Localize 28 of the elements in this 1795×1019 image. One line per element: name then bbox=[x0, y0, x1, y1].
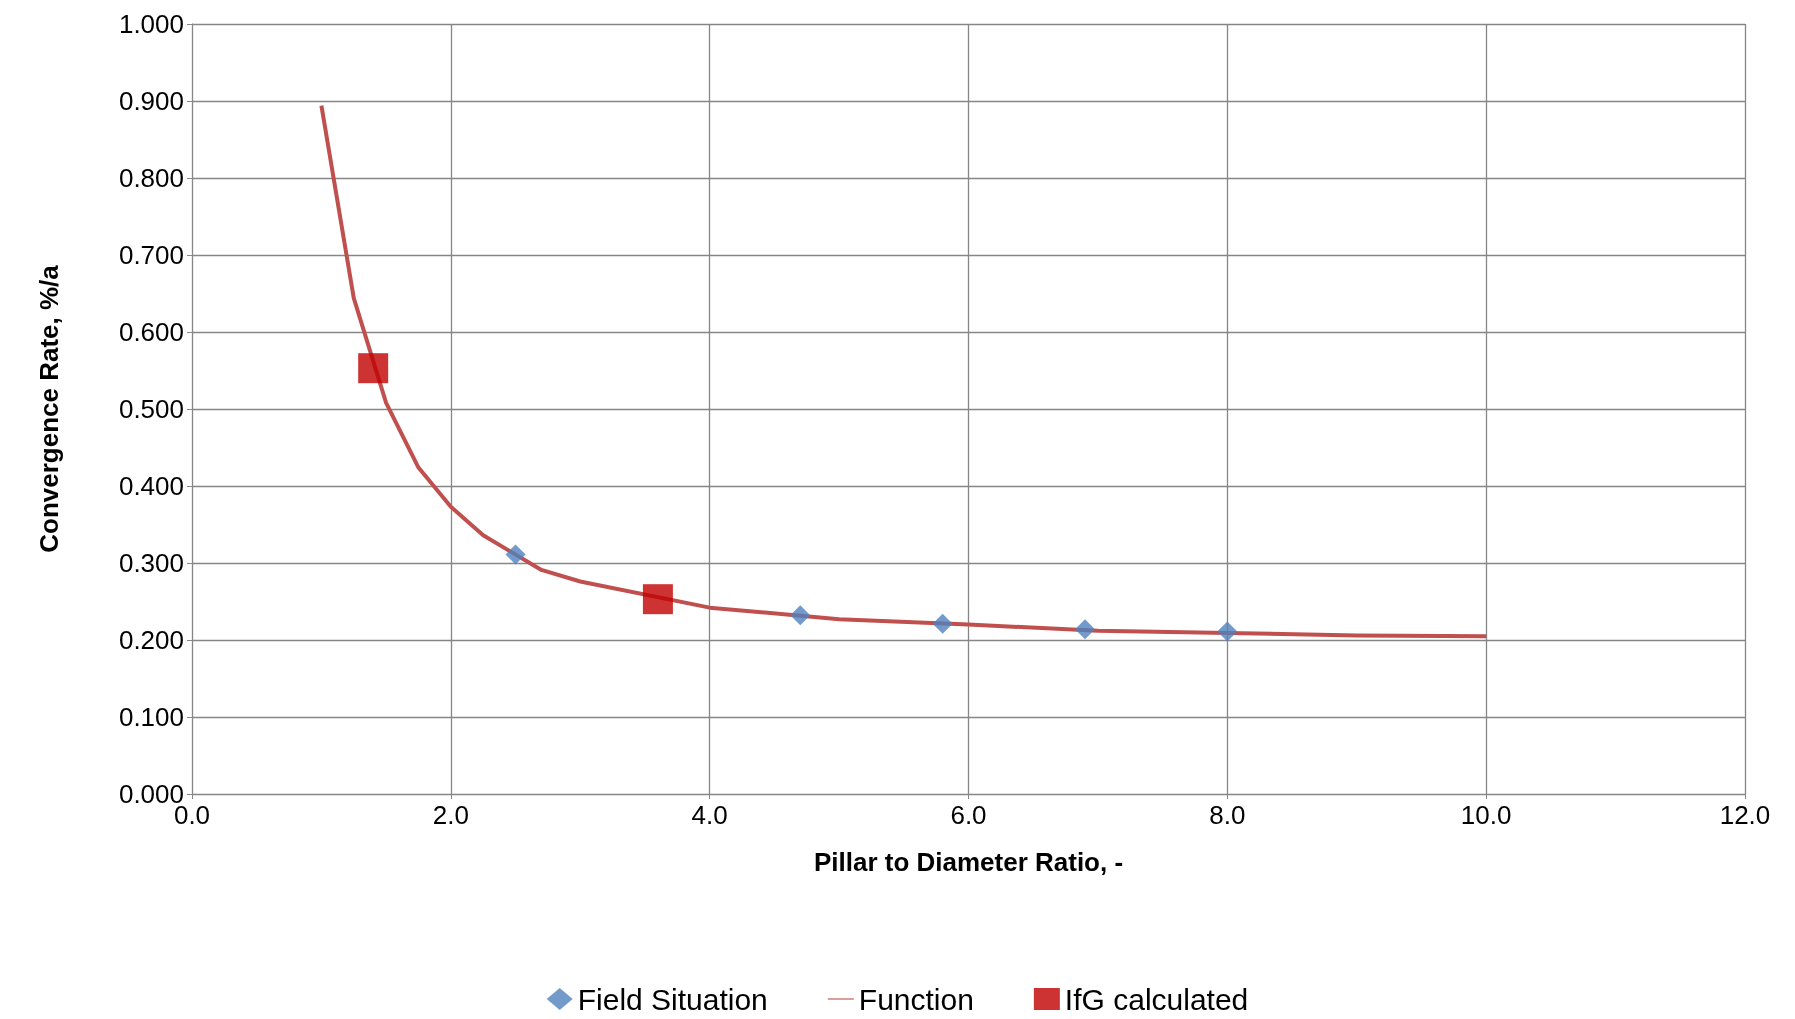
y-tick-label: 0.900 bbox=[118, 86, 184, 116]
legend-label: IfG calculated bbox=[1064, 982, 1249, 1016]
x-axis-title: Pillar to Diameter Ratio, - bbox=[813, 847, 1124, 877]
x-tick-label: 12.0 bbox=[1719, 800, 1771, 830]
y-tick-label: 0.500 bbox=[118, 394, 184, 424]
x-tick-label: 4.0 bbox=[691, 800, 728, 830]
x-tick-label: 10.0 bbox=[1460, 800, 1512, 830]
x-tick-label: 6.0 bbox=[950, 800, 987, 830]
y-tick-label: 0.800 bbox=[118, 163, 184, 193]
y-tick-label: 0.100 bbox=[118, 702, 184, 732]
y-axis-title: Convergence Rate, %/a bbox=[34, 264, 64, 553]
point bbox=[1074, 619, 1095, 640]
point bbox=[932, 613, 953, 634]
y-tick-label: 0.600 bbox=[118, 317, 184, 347]
y-tick-label: 0.700 bbox=[118, 240, 184, 270]
x-tick-label: 8.0 bbox=[1209, 800, 1246, 830]
y-tick-label: 1.000 bbox=[118, 9, 184, 39]
point bbox=[642, 584, 673, 615]
point bbox=[1217, 621, 1238, 642]
y-tick-label: 0.400 bbox=[118, 471, 184, 501]
point bbox=[505, 544, 526, 565]
point bbox=[790, 605, 811, 626]
x-tick-label: 2.0 bbox=[432, 800, 469, 830]
y-tick-label: 0.200 bbox=[118, 625, 184, 655]
legend-label: Field Situation bbox=[577, 982, 768, 1016]
point bbox=[358, 353, 389, 384]
y-tick-label: 0.300 bbox=[118, 548, 184, 578]
legend-label: Function bbox=[858, 982, 974, 1016]
